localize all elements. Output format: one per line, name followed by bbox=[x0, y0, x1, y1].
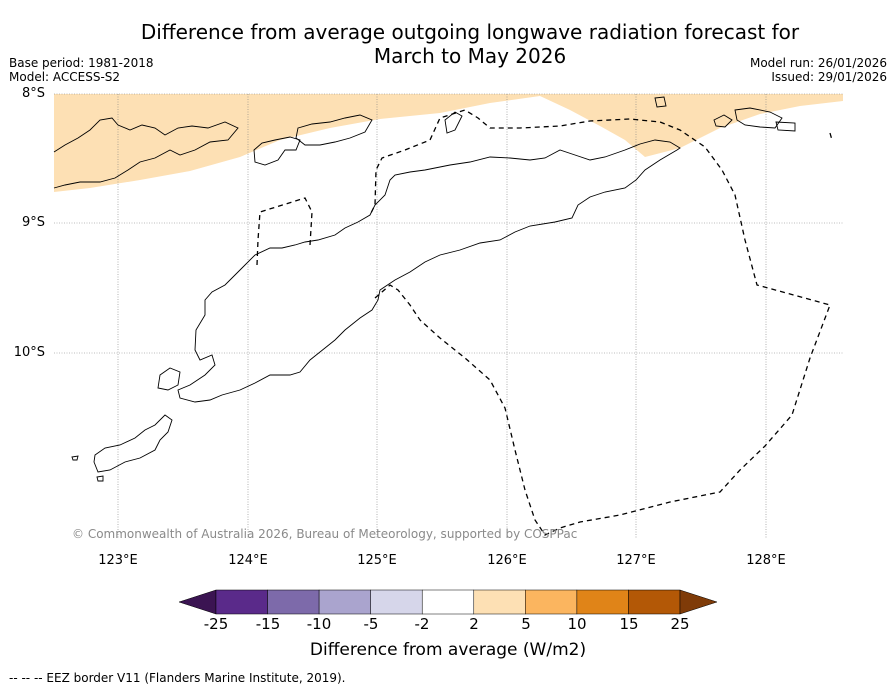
anomaly-shading-2to5 bbox=[54, 94, 843, 192]
dana-coast bbox=[96, 475, 104, 482]
lon-label-126e: 126°E bbox=[487, 553, 527, 568]
colorbar-cell bbox=[473, 589, 526, 615]
alor-coast bbox=[253, 136, 301, 166]
colorbar-cell bbox=[421, 589, 475, 615]
meta-right: Model run: 26/01/2026 Issued: 29/01/2026 bbox=[750, 56, 887, 84]
islet-2 bbox=[734, 107, 783, 129]
colorbar-tick: 25 bbox=[670, 615, 690, 633]
colorbar-label: Difference from average (W/m2) bbox=[309, 640, 587, 660]
chart-title-line1: Difference from average outgoing longwav… bbox=[140, 20, 800, 44]
colorbar-tick: -5 bbox=[363, 615, 379, 633]
lon-label-127e: 127°E bbox=[616, 553, 656, 568]
lon-label-124e: 124°E bbox=[228, 553, 268, 568]
colorbar-tick: 10 bbox=[567, 615, 587, 633]
colorbar-tick: -10 bbox=[306, 615, 332, 633]
chart-title: Difference from average outgoing longwav… bbox=[70, 20, 870, 68]
colorbar-tick: -2 bbox=[414, 615, 430, 633]
colorbar-cell bbox=[370, 589, 423, 615]
colorbar-arrow-min bbox=[178, 589, 217, 615]
timor-coast bbox=[177, 139, 681, 403]
islet-3 bbox=[713, 114, 733, 128]
colorbar-tick: -15 bbox=[255, 615, 281, 633]
sawu-coast bbox=[93, 414, 173, 473]
lon-label-128e: 128°E bbox=[746, 553, 786, 568]
gridlines bbox=[54, 93, 843, 539]
colorbar-tick: -25 bbox=[203, 615, 229, 633]
eez-footnote: -- -- -- EEZ border V11 (Flanders Marine… bbox=[9, 671, 346, 685]
chart-title-line2: March to May 2026 bbox=[373, 44, 567, 68]
issued-date: Issued: 29/01/2026 bbox=[771, 70, 887, 84]
lon-label-125e: 125°E bbox=[357, 553, 397, 568]
model-name: Model: ACCESS-S2 bbox=[9, 70, 121, 84]
coastlines bbox=[53, 96, 796, 482]
colorbar-tick: 2 bbox=[469, 615, 479, 633]
colorbar-cell bbox=[525, 589, 578, 615]
lon-label-123e: 123°E bbox=[98, 553, 138, 568]
map-panel bbox=[53, 93, 843, 539]
colorbar-cell bbox=[215, 589, 268, 615]
colorbar-cell bbox=[318, 589, 371, 615]
wetar-coast bbox=[295, 114, 373, 146]
colorbar-tick: 15 bbox=[619, 615, 639, 633]
copyright-notice: © Commonwealth of Australia 2026, Bureau… bbox=[72, 527, 578, 541]
eez-border bbox=[256, 109, 833, 536]
lat-label-8s: 8°S bbox=[21, 86, 45, 101]
colorbar-cell bbox=[267, 589, 320, 615]
lat-label-9s: 9°S bbox=[21, 215, 45, 230]
colorbar-tick: 5 bbox=[521, 615, 531, 633]
meta-left: Base period: 1981-2018 Model: ACCESS-S2 bbox=[9, 56, 154, 84]
model-run: Model run: 26/01/2026 bbox=[749, 56, 887, 70]
colorbar-cell bbox=[576, 589, 629, 615]
base-period: Base period: 1981-2018 bbox=[9, 56, 154, 70]
colorbar-cells bbox=[215, 589, 681, 615]
colorbar-arrow-max bbox=[679, 589, 718, 615]
islet-4 bbox=[775, 121, 796, 132]
lat-label-10s: 10°S bbox=[13, 345, 45, 360]
roti-coast bbox=[157, 367, 181, 391]
colorbar-cell bbox=[628, 589, 681, 615]
raijua-coast bbox=[71, 455, 79, 461]
flores-coast bbox=[53, 117, 239, 189]
colorbar bbox=[178, 589, 718, 615]
islet-1 bbox=[654, 96, 667, 108]
